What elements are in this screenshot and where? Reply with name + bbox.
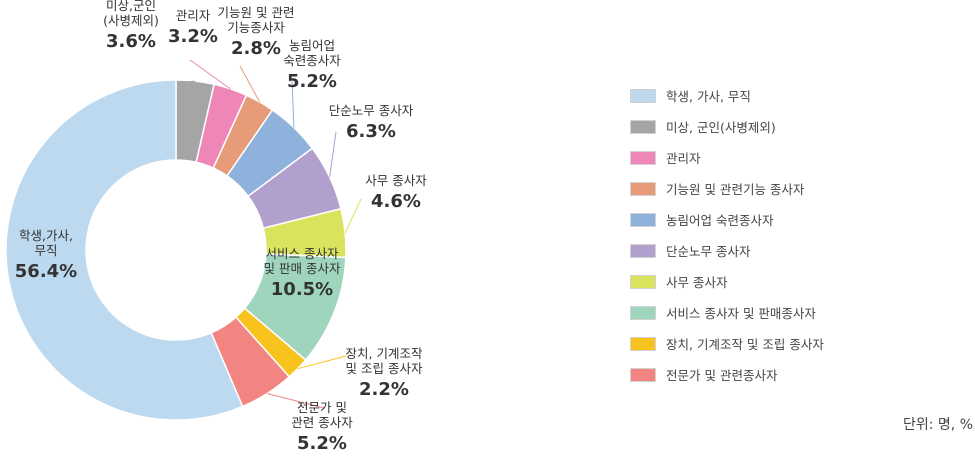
slice-2-callout: 관리자 3.2% (168, 8, 218, 47)
slice-9-category-label: 전문가 및 (297, 400, 347, 415)
legend-swatch (630, 88, 656, 103)
slice-8-leader-line (297, 355, 347, 370)
slice-9-value-label: 5.2% (297, 433, 347, 454)
legend-label: 기능원 및 관련기능 종사자 (666, 182, 805, 197)
slice-8-category-label: 및 조립 종사자 (346, 361, 423, 376)
legend-label: 단순노무 종사자 (666, 244, 751, 259)
donut-chart: 미상,군인 (사병제외) 3.6% 관리자 3.2% 기능원 및 관련 기능종사자 2.8% 농… (5, 0, 427, 454)
slice-9-leader-line (266, 393, 325, 409)
slice-3-value-label: 2.8% (231, 38, 281, 59)
slice-5-callout: 단순노무 종사자 6.3% (329, 103, 414, 142)
slice-3-category-label: 기능종사자 (227, 20, 285, 35)
slice-5-value-label: 6.3% (346, 121, 396, 142)
slice-9-category-label: 관련 종사자 (291, 415, 353, 430)
legend-item: 사무 종사자 (630, 266, 824, 297)
slice-1-category-label: (사병제외) (103, 13, 159, 28)
unit-label: 단위: 명, % (902, 417, 973, 433)
slice-10-category-label: 학생,가사, (19, 228, 73, 243)
slice-6-leader-line (344, 198, 362, 234)
slice-2-value-label: 3.2% (168, 26, 218, 47)
legend-swatch (630, 305, 656, 320)
slice-7-category-label: 서비스 종사자 (266, 246, 339, 261)
donut-slice-10 (5, 79, 244, 421)
slice-9-callout: 전문가 및관련 종사자 5.2% (291, 400, 353, 454)
slice-4-category-label: 농림어업 (289, 38, 335, 53)
slice-10-value-label: 56.4% (15, 261, 77, 282)
legend-item: 미상, 군인(사병제외) (630, 111, 824, 142)
legend-item: 단순노무 종사자 (630, 235, 824, 266)
legend-label: 사무 종사자 (666, 275, 728, 290)
slice-4-leader-line (291, 79, 295, 128)
legend-swatch (630, 150, 656, 165)
slice-8-category-label: 장치, 기계조작 (346, 346, 423, 361)
legend-label: 관리자 (666, 151, 701, 166)
slice-6-callout: 사무 종사자 4.6% (365, 173, 427, 212)
slice-5-category-label: 단순노무 종사자 (329, 103, 414, 118)
slice-4-category-label: 숙련종사자 (283, 53, 341, 68)
legend-label: 장치, 기계조작 및 조립 종사자 (666, 337, 824, 352)
slice-8-value-label: 2.2% (359, 379, 409, 400)
slice-1-callout: 미상,군인(사병제외) 3.6% (103, 0, 159, 52)
legend-item: 장치, 기계조작 및 조립 종사자 (630, 328, 824, 359)
slice-7-category-label: 및 판매 종사자 (264, 261, 341, 276)
slice-2-leader-line (189, 59, 231, 90)
legend-swatch (630, 119, 656, 134)
legend-swatch (630, 243, 656, 258)
slice-7-value-label: 10.5% (271, 279, 333, 300)
legend-swatch (630, 336, 656, 351)
legend-swatch (630, 181, 656, 196)
legend-swatch (630, 367, 656, 382)
legend-item: 관리자 (630, 142, 824, 173)
legend-swatch (630, 274, 656, 289)
slice-3-category-label: 기능원 및 관련 (218, 5, 295, 20)
slice-3-leader-line (239, 65, 261, 103)
legend-swatch (630, 212, 656, 227)
slice-10-callout: 학생,가사,무직 56.4% (15, 228, 77, 282)
slice-6-category-label: 사무 종사자 (365, 173, 427, 188)
legend-label: 전문가 및 관련종사자 (666, 368, 778, 383)
legend-label: 미상, 군인(사병제외) (666, 120, 776, 135)
legend-label: 농림어업 숙련종사자 (666, 213, 774, 228)
slice-10-category-label: 무직 (34, 243, 57, 258)
slice-2-category-label: 관리자 (176, 8, 211, 23)
legend-item: 학생, 가사, 무직 (630, 80, 824, 111)
legend-item: 서비스 종사자 및 판매종사자 (630, 297, 824, 328)
slice-5-leader-line (329, 131, 337, 178)
slice-4-value-label: 5.2% (287, 71, 337, 92)
slice-1-value-label: 3.6% (106, 31, 156, 52)
slice-1-category-label: 미상,군인 (106, 0, 156, 13)
legend-label: 서비스 종사자 및 판매종사자 (666, 306, 816, 321)
legend-item: 기능원 및 관련기능 종사자 (630, 173, 824, 204)
legend-item: 전문가 및 관련종사자 (630, 359, 824, 390)
legend-item: 농림어업 숙련종사자 (630, 204, 824, 235)
legend-label: 학생, 가사, 무직 (666, 89, 751, 104)
slice-6-value-label: 4.6% (371, 191, 421, 212)
